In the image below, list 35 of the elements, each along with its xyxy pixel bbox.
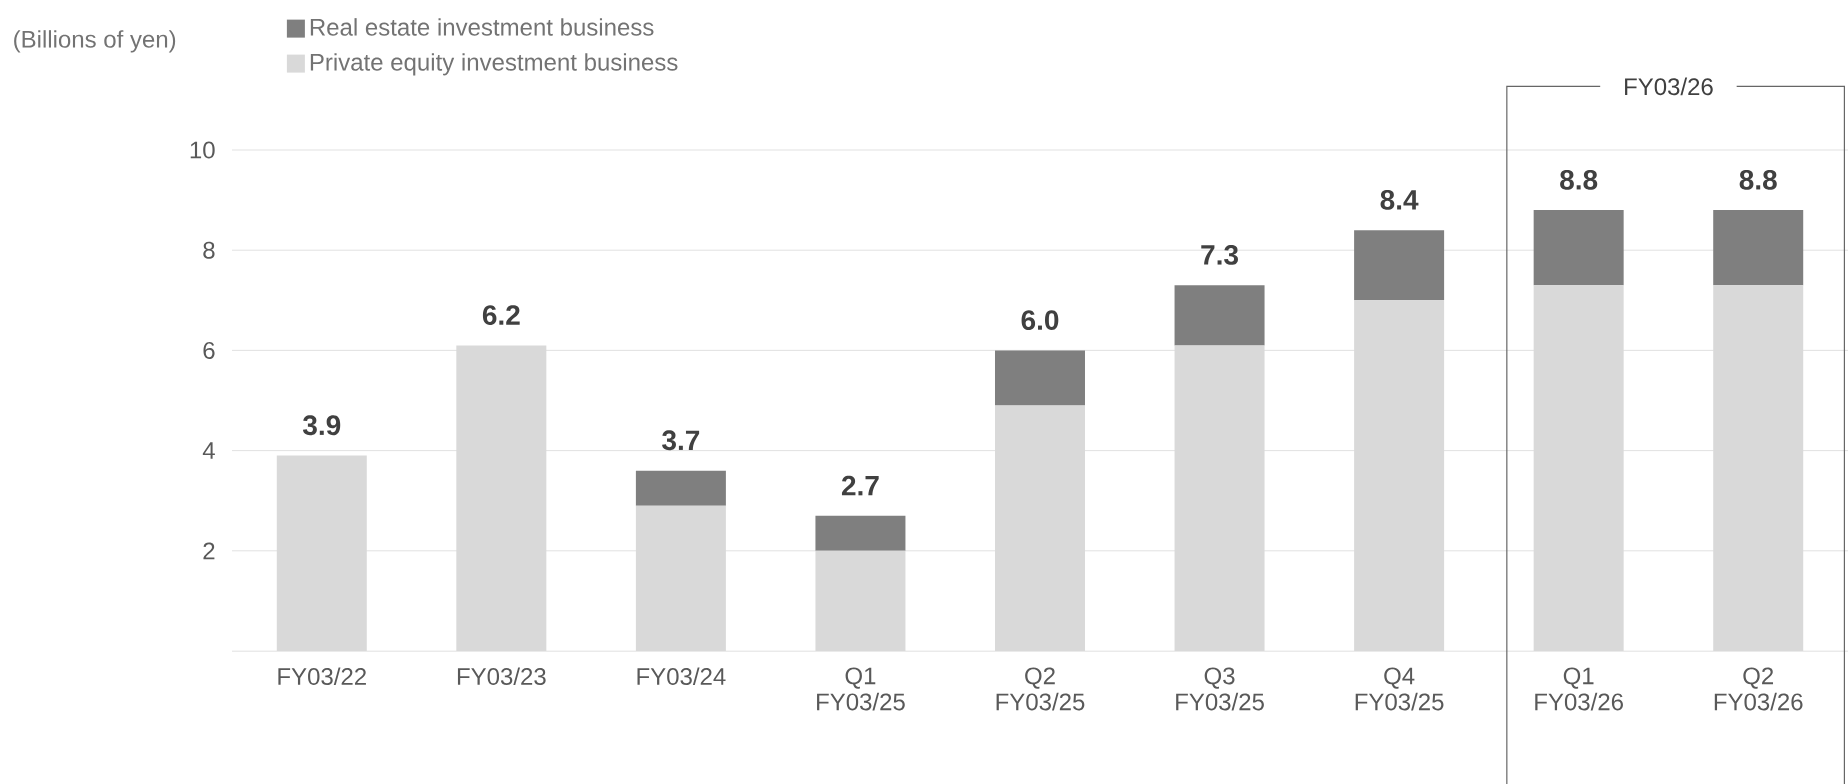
bar — [815, 550, 906, 651]
x-tick-label: Q2 FY03/26 — [1714, 667, 1803, 711]
total-label: 3.7 — [662, 430, 700, 451]
bar — [1533, 210, 1624, 286]
total-label: 2.7 — [841, 475, 879, 496]
total-label: 8.8 — [1739, 169, 1777, 190]
y-axis-title: (Billions of yen) — [14, 30, 176, 53]
total-label: 7.3 — [1201, 244, 1238, 265]
bar — [635, 470, 726, 506]
x-tick-label: Q3 FY03/25 — [1176, 667, 1264, 711]
x-tick-label: FY03/22 — [278, 667, 366, 686]
bar — [1174, 285, 1265, 346]
total-label: 6.0 — [1021, 310, 1059, 331]
y-tick-label: 4 — [202, 442, 215, 459]
x-tick-label: FY03/24 — [637, 667, 726, 686]
x-tick-label: FY03/23 — [457, 667, 546, 686]
legend-label: Private equity investment business — [310, 53, 678, 76]
y-tick-label: 6 — [203, 341, 215, 359]
y-tick-label: 2 — [203, 542, 215, 560]
text: FY03/26 — [1625, 77, 1713, 96]
total-label: 8.4 — [1380, 189, 1419, 210]
y-tick-label: 8 — [203, 241, 215, 259]
x-tick-label: Q1 FY03/26 — [1535, 667, 1623, 711]
x-tick-label: Q4 FY03/25 — [1355, 667, 1444, 711]
bar — [815, 515, 906, 551]
bar — [1354, 230, 1445, 301]
legend-label: Real estate investment business — [310, 18, 654, 36]
total-label: 6.2 — [482, 305, 520, 325]
x-tick-label: Q1 FY03/25 — [817, 667, 905, 711]
y-tick-label: 10 — [190, 141, 215, 159]
total-label: 8.8 — [1560, 169, 1598, 190]
x-tick-label: Q2 FY03/25 — [996, 667, 1085, 711]
bar — [1713, 210, 1804, 286]
bar — [995, 350, 1085, 406]
total-label: 3.9 — [302, 415, 341, 436]
